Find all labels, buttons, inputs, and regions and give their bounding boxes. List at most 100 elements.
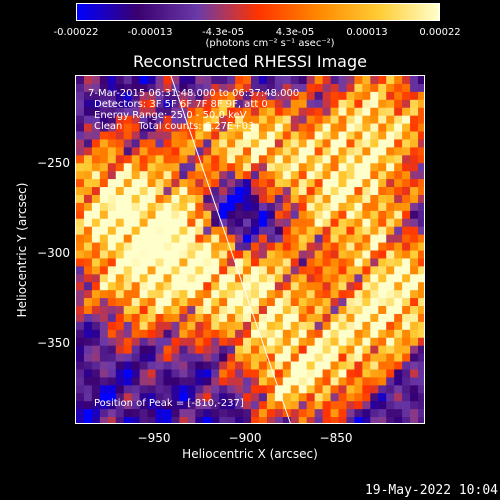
image-pixel — [91, 155, 101, 164]
image-pixel — [290, 171, 300, 180]
image-pixel — [386, 179, 395, 188]
image-pixel — [227, 171, 236, 180]
image-pixel — [362, 218, 371, 228]
image-pixel — [314, 393, 324, 402]
image-pixel — [83, 147, 93, 156]
image-pixel — [235, 377, 244, 386]
image-pixel — [418, 306, 424, 315]
image-pixel — [370, 321, 379, 331]
image-pixel — [338, 274, 348, 283]
image-pixel — [171, 218, 180, 228]
image-pixel — [354, 147, 363, 156]
image-pixel — [290, 163, 300, 172]
image-pixel — [163, 242, 173, 252]
image-pixel — [107, 290, 117, 299]
image-pixel — [314, 187, 324, 196]
image-pixel — [386, 234, 395, 244]
image-pixel — [338, 131, 348, 141]
image-pixel — [346, 194, 355, 204]
image-pixel — [76, 218, 85, 228]
image-pixel — [235, 345, 244, 355]
image-pixel — [187, 266, 196, 275]
image-pixel — [99, 306, 109, 315]
image-pixel — [99, 313, 109, 323]
image-pixel — [322, 282, 332, 291]
image-pixel — [410, 115, 419, 125]
image-pixel — [290, 139, 300, 148]
image-pixel — [410, 163, 419, 172]
image-pixel — [266, 123, 276, 133]
image-pixel — [378, 115, 387, 125]
image-pixel — [314, 234, 324, 244]
image-pixel — [354, 115, 363, 125]
image-pixel — [235, 76, 244, 85]
image-pixel — [386, 163, 395, 172]
image-pixel — [219, 250, 228, 260]
image-pixel — [258, 131, 268, 141]
image-pixel — [171, 250, 180, 260]
image-pixel — [83, 417, 93, 423]
image-pixel — [163, 202, 173, 212]
image-pixel — [187, 401, 196, 410]
image-pixel — [394, 377, 403, 386]
image-pixel — [251, 91, 260, 101]
image-pixel — [219, 337, 228, 347]
image-pixel — [251, 210, 260, 220]
image-pixel — [394, 361, 403, 371]
image-pixel — [155, 377, 165, 386]
image-pixel — [76, 123, 85, 133]
image-pixel — [179, 321, 188, 331]
image-pixel — [338, 401, 348, 410]
image-pixel — [378, 313, 387, 323]
image-pixel — [386, 361, 395, 371]
image-pixel — [298, 337, 308, 347]
image-pixel — [155, 139, 165, 148]
image-pixel — [131, 266, 141, 275]
image-pixel — [298, 147, 308, 156]
image-pixel — [203, 115, 212, 125]
image-pixel — [274, 147, 284, 156]
image-pixel — [370, 194, 379, 204]
image-pixel — [290, 266, 300, 275]
image-pixel — [195, 123, 204, 133]
image-pixel — [306, 401, 316, 410]
image-pixel — [370, 107, 379, 117]
image-pixel — [163, 321, 173, 331]
image-pixel — [290, 401, 300, 410]
image-pixel — [187, 202, 196, 212]
image-pixel — [402, 409, 411, 418]
image-pixel — [211, 306, 220, 315]
image-pixel — [251, 369, 260, 379]
image-pixel — [314, 83, 324, 93]
image-pixel — [306, 163, 316, 172]
image-pixel — [155, 115, 165, 125]
image-pixel — [251, 377, 260, 386]
image-pixel — [330, 202, 340, 212]
image-pixel — [354, 321, 363, 331]
image-pixel — [187, 139, 196, 148]
image-pixel — [410, 353, 419, 363]
image-pixel — [235, 393, 244, 402]
image-pixel — [330, 321, 340, 331]
image-pixel — [386, 274, 395, 283]
image-pixel — [99, 187, 109, 196]
image-pixel — [322, 313, 332, 323]
image-pixel — [386, 155, 395, 164]
image-pixel — [107, 99, 117, 109]
image-pixel — [386, 99, 395, 109]
image-pixel — [91, 187, 101, 196]
image-pixel — [346, 274, 355, 283]
image-pixel — [195, 250, 204, 260]
image-pixel — [306, 353, 316, 363]
image-pixel — [370, 242, 379, 252]
image-pixel — [394, 258, 403, 267]
image-pixel — [195, 76, 204, 85]
image-pixel — [274, 337, 284, 347]
image-pixel — [235, 401, 244, 410]
image-pixel — [418, 290, 424, 299]
image-pixel — [251, 282, 260, 291]
image-pixel — [258, 234, 268, 244]
info-detectors: Detectors: 3F 5F 6F 7F 8F 9F, att 0 — [94, 99, 268, 110]
image-pixel — [346, 409, 355, 418]
image-pixel — [354, 274, 363, 283]
